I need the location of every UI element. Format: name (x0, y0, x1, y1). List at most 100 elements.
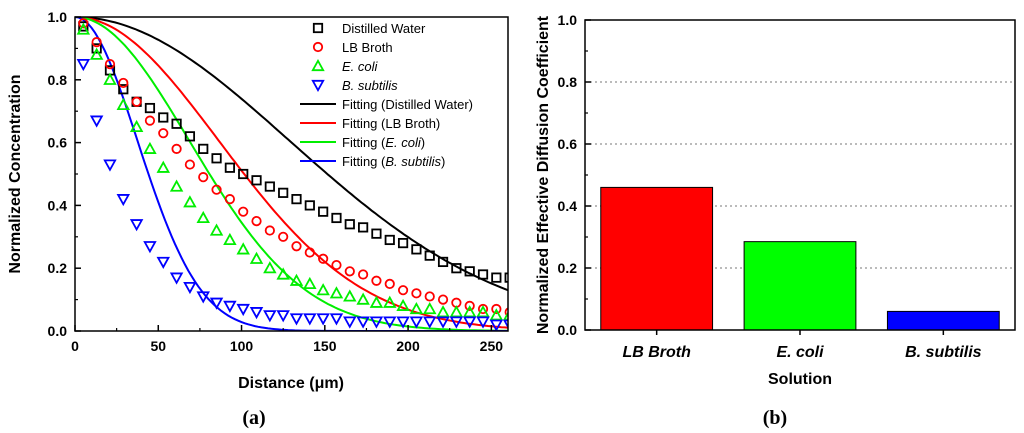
marker-2-9 (196, 210, 210, 224)
marker-2-8 (183, 195, 197, 208)
marker-3-9 (196, 291, 210, 304)
marker-0-29 (464, 266, 475, 277)
marker-2-27 (436, 305, 450, 318)
marker-3-3 (116, 194, 131, 207)
marker-2-21 (356, 292, 370, 305)
legend-label-2: E. coli (342, 59, 379, 74)
marker-2-19 (329, 286, 344, 299)
marker-0-8 (184, 131, 196, 142)
marker-3-0 (76, 59, 91, 72)
marker-2-32 (502, 311, 508, 321)
y-tick-label-a-4: 0.8 (48, 72, 68, 88)
marker-2-17 (303, 276, 317, 290)
marker-1-16 (291, 241, 302, 252)
y-tick-label-a-0: 0.0 (48, 323, 68, 339)
marker-0-13 (251, 175, 262, 186)
marker-1-10 (211, 184, 222, 195)
marker-3-29 (462, 316, 477, 329)
marker-1-1 (91, 37, 102, 48)
marker-0-12 (238, 168, 249, 180)
marker-2-20 (343, 289, 357, 302)
marker-2-2 (103, 72, 117, 85)
marker-1-31 (491, 303, 502, 315)
legend-symbol-0 (312, 22, 324, 34)
data-markers (76, 18, 508, 331)
marker-2-22 (369, 295, 384, 308)
x-tick-label-a-0: 0 (71, 338, 79, 354)
x-axis-label-a: Distance (μm) (238, 375, 344, 392)
marker-0-30 (477, 269, 489, 280)
x-tick-label-a-1: 50 (150, 338, 166, 354)
marker-2-6 (156, 160, 170, 173)
marker-3-2 (103, 159, 117, 172)
marker-2-14 (263, 261, 277, 274)
axis-ticks-a: 0 50 100 150 200 250 0.0 0.2 0.4 0.6 0.8 1.0 (48, 9, 504, 354)
x-tick-label-b-1: E. coli (776, 344, 824, 361)
legend-label-4: Fitting (Distilled Water) (342, 97, 473, 112)
x-tick-label-a-3: 150 (313, 338, 337, 354)
marker-1-24 (397, 285, 409, 296)
marker-1-7 (171, 143, 182, 154)
marker-3-20 (343, 316, 357, 329)
marker-0-32 (504, 272, 508, 283)
y-axis-label-b: Normalized Effective Diffusion Coefficie… (535, 15, 552, 334)
marker-1-26 (424, 291, 435, 302)
marker-1-9 (198, 172, 209, 183)
legend-label-3: B. subtilis (342, 78, 398, 93)
marker-0-7 (171, 118, 182, 129)
marker-1-29 (464, 300, 475, 311)
legend-label-0: Distilled Water (342, 21, 426, 36)
marker-3-31 (489, 319, 504, 331)
marker-3-10 (209, 297, 224, 310)
fit-curve-3 (75, 17, 508, 331)
marker-3-18 (316, 313, 330, 326)
marker-1-0 (78, 18, 89, 29)
x-tick-label-a-2: 100 (230, 338, 254, 354)
bar-1 (743, 241, 857, 331)
marker-2-25 (409, 301, 424, 315)
marker-1-25 (411, 288, 422, 299)
axis-ticks-b: 0.0 0.2 0.4 0.6 0.8 1.0 LB Broth E. coli B. subt… (558, 12, 982, 361)
marker-2-4 (129, 119, 144, 133)
marker-0-0 (78, 21, 89, 32)
marker-0-28 (451, 263, 462, 274)
y-tick-label-b-1: 0.2 (558, 260, 578, 276)
legend: Distilled Water LB Broth E. coli B. subtili… (300, 21, 473, 169)
marker-2-18 (316, 283, 330, 296)
marker-1-21 (358, 269, 369, 280)
bar-chart: 0.0 0.2 0.4 0.6 0.8 1.0 LB Broth E. coli B. subt… (535, 12, 1016, 429)
marker-0-5 (144, 102, 156, 114)
y-tick-label-b-0: 0.0 (558, 322, 578, 338)
bars (600, 186, 1000, 331)
marker-3-1 (89, 115, 104, 128)
marker-0-14 (264, 181, 275, 192)
marker-0-17 (304, 200, 315, 211)
marker-1-15 (278, 231, 289, 242)
legend-symbol-2 (311, 58, 325, 72)
marker-1-32 (504, 307, 508, 317)
marker-0-6 (158, 112, 169, 123)
x-tick-label-b-2: B. subtilis (905, 344, 982, 361)
legend-symbol-3 (311, 79, 325, 93)
marker-2-31 (489, 308, 504, 321)
marker-0-31 (491, 272, 502, 283)
marker-0-22 (371, 228, 382, 239)
marker-3-13 (249, 307, 264, 320)
marker-2-7 (169, 179, 184, 192)
marker-3-14 (263, 310, 277, 323)
marker-0-15 (278, 187, 289, 198)
panel-label-a: (a) (242, 407, 265, 429)
legend-label-6: Fitting (E. coli) (342, 135, 425, 150)
marker-2-24 (396, 298, 410, 311)
marker-1-27 (437, 294, 449, 305)
y-tick-label-a-2: 0.4 (48, 197, 68, 213)
line-scatter-chart: 0 50 100 150 200 250 0.0 0.2 0.4 0.6 0.8 1.0 Distan… (7, 9, 509, 429)
marker-0-10 (211, 153, 222, 164)
legend-label-1: LB Broth (342, 40, 393, 55)
marker-0-3 (118, 84, 129, 95)
marker-2-15 (276, 267, 290, 280)
marker-2-23 (383, 295, 397, 308)
marker-2-16 (289, 273, 304, 286)
marker-1-2 (104, 58, 116, 70)
marker-3-17 (303, 313, 317, 326)
